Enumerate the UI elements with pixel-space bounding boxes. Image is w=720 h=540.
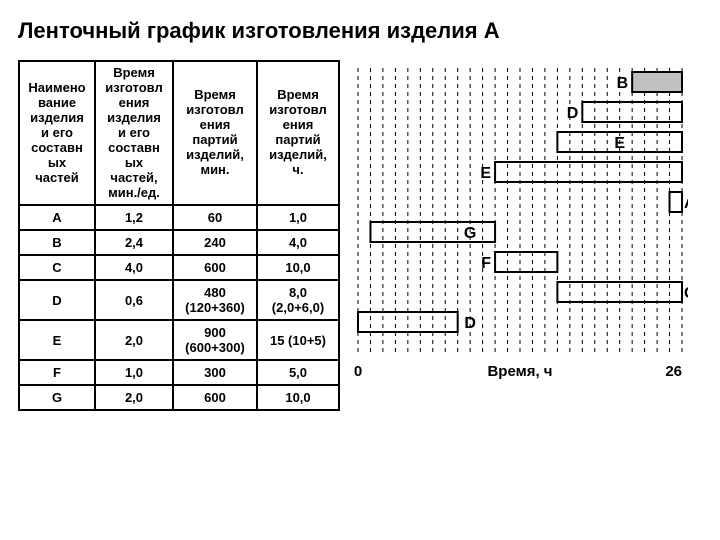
table-cell: A xyxy=(19,205,95,230)
table-cell: B xyxy=(19,230,95,255)
gantt-bar-label: C xyxy=(684,285,688,302)
col-header-time-hr: Времяизготовленияпартийизделий,ч. xyxy=(257,61,339,205)
table-cell: 4,0 xyxy=(95,255,173,280)
table-cell: 1,2 xyxy=(95,205,173,230)
table-body: A1,2601,0B2,42404,0C4,060010,0D0,6480(12… xyxy=(19,205,339,410)
table-row: E2,0900(600+300)15 (10+5) xyxy=(19,320,339,360)
table-cell: 10,0 xyxy=(257,255,339,280)
gantt-chart: B D E E A GF C D 0 Время, ч 26 xyxy=(348,60,688,490)
table-cell: 8,0(2,0+6,0) xyxy=(257,280,339,320)
table-cell: D xyxy=(19,280,95,320)
table-cell: 900(600+300) xyxy=(173,320,257,360)
table-row: D0,6480(120+360)8,0(2,0+6,0) xyxy=(19,280,339,320)
table-header-row: Наименованиеизделияи егосоставныхчастей … xyxy=(19,61,339,205)
gantt-bar xyxy=(495,162,682,182)
table-cell: 1,0 xyxy=(95,360,173,385)
table-cell: E xyxy=(19,320,95,360)
col-header-time-min: Времяизготовленияпартийизделий,мин. xyxy=(173,61,257,205)
col-header-name: Наименованиеизделияи егосоставныхчастей xyxy=(19,61,95,205)
table-row: F1,03005,0 xyxy=(19,360,339,385)
gantt-bar-label: D xyxy=(567,105,579,122)
table-row: A1,2601,0 xyxy=(19,205,339,230)
gantt-bar-label: A xyxy=(684,195,688,212)
table-cell: 60 xyxy=(173,205,257,230)
table-container: Наименованиеизделияи егосоставныхчастей … xyxy=(18,60,340,490)
axis-tick-max: 26 xyxy=(665,363,682,380)
gantt-bar xyxy=(358,312,458,332)
table-cell: 2,0 xyxy=(95,320,173,360)
table-cell: 0,6 xyxy=(95,280,173,320)
col-header-time-unit: Времяизготовленияизделияи егосоставныхча… xyxy=(95,61,173,205)
table-row: G2,060010,0 xyxy=(19,385,339,410)
data-table: Наименованиеизделияи егосоставныхчастей … xyxy=(18,60,340,411)
table-cell: C xyxy=(19,255,95,280)
page-title: Ленточный график изготовления изделия А xyxy=(18,18,702,44)
gantt-bar-label: E xyxy=(480,165,491,182)
gantt-bar-label: B xyxy=(617,75,629,92)
table-cell: F xyxy=(19,360,95,385)
gantt-bar xyxy=(670,192,682,212)
table-cell: 600 xyxy=(173,255,257,280)
table-cell: 2,4 xyxy=(95,230,173,255)
table-cell: 4,0 xyxy=(257,230,339,255)
gantt-bar-label: D xyxy=(464,315,476,332)
table-cell: 2,0 xyxy=(95,385,173,410)
x-axis-label: Время, ч xyxy=(487,363,552,380)
gantt-bar-label: E xyxy=(614,135,625,152)
table-cell: 15 (10+5) xyxy=(257,320,339,360)
gantt-bar xyxy=(495,252,557,272)
gantt-bar-label: G xyxy=(464,225,476,242)
table-cell: G xyxy=(19,385,95,410)
table-cell: 1,0 xyxy=(257,205,339,230)
axis-tick-0: 0 xyxy=(354,363,362,380)
table-cell: 10,0 xyxy=(257,385,339,410)
table-row: C4,060010,0 xyxy=(19,255,339,280)
table-cell: 5,0 xyxy=(257,360,339,385)
content-row: Наименованиеизделияи егосоставныхчастей … xyxy=(18,60,702,490)
table-cell: 240 xyxy=(173,230,257,255)
table-cell: 300 xyxy=(173,360,257,385)
gantt-bar xyxy=(632,72,682,92)
gantt-bar-label: F xyxy=(481,255,491,272)
table-cell: 480(120+360) xyxy=(173,280,257,320)
gantt-container: B D E E A GF C D 0 Время, ч 26 xyxy=(348,60,702,490)
table-row: B2,42404,0 xyxy=(19,230,339,255)
table-cell: 600 xyxy=(173,385,257,410)
